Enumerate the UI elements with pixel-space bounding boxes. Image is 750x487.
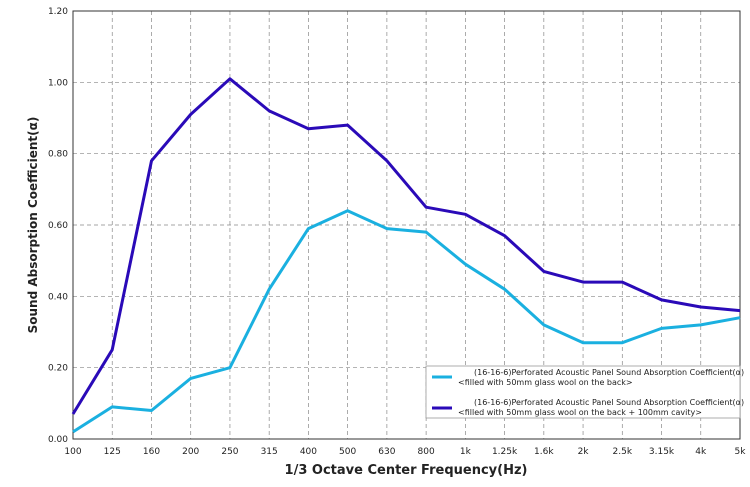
series-lines xyxy=(71,77,741,434)
x-tick-label: 200 xyxy=(182,447,199,457)
x-tick-label: 1k xyxy=(460,447,472,457)
series-line-1 xyxy=(71,77,741,415)
y-tick-label: 0.00 xyxy=(48,435,68,445)
legend-label-1-line2: <filled with 50mm glass wool on the back… xyxy=(458,408,702,417)
x-tick-label: 315 xyxy=(261,447,278,457)
legend-label-0-line2: <filled with 50mm glass wool on the back… xyxy=(458,378,633,387)
x-tick-label: 3.15k xyxy=(649,447,675,457)
y-tick-labels: 0.00 0.20 0.40 0.60 0.80 1.00 1.20 xyxy=(48,7,68,445)
x-tick-label: 125 xyxy=(104,447,121,457)
x-tick-labels: 100 125 160 200 250 315 400 500 630 800 1k 1.25k 1.6… xyxy=(64,447,746,457)
x-tick-label: 2.5k xyxy=(613,447,633,457)
x-tick-label: 250 xyxy=(221,447,238,457)
y-axis-title: Sound Absorption Coefficient(α) xyxy=(26,117,40,334)
legend-label-1-line1: (16-16-6)Perforated Acoustic Panel Sound… xyxy=(474,398,744,407)
y-tick-label: 1.20 xyxy=(48,7,68,17)
plot-frame xyxy=(72,10,741,440)
x-tick-label: 160 xyxy=(143,447,160,457)
x-tick-label: 1.6k xyxy=(534,447,554,457)
y-tick-label: 0.20 xyxy=(48,364,68,374)
x-tick-label: 400 xyxy=(300,447,317,457)
x-tick-label: 1.25k xyxy=(492,447,518,457)
x-tick-label: 630 xyxy=(378,447,395,457)
y-tick-label: 0.80 xyxy=(48,150,68,160)
x-tick-label: 4k xyxy=(695,447,707,457)
x-tick-label: 5k xyxy=(735,447,747,457)
legend-label-0-line1: (16-16-6)Perforated Acoustic Panel Sound… xyxy=(474,368,744,377)
y-tick-label: 1.00 xyxy=(48,78,68,88)
x-axis-title: 1/3 Octave Center Frequency(Hz) xyxy=(285,463,528,478)
y-tick-label: 0.40 xyxy=(48,292,68,302)
x-tick-label: 500 xyxy=(339,447,356,457)
y-tick-label: 0.60 xyxy=(48,221,68,231)
legend: (16-16-6)Perforated Acoustic Panel Sound… xyxy=(425,365,744,419)
x-tick-label: 2k xyxy=(578,447,590,457)
x-tick-label: 800 xyxy=(418,447,435,457)
series-line-0 xyxy=(72,209,741,434)
x-tick-label: 100 xyxy=(64,447,81,457)
legend-box xyxy=(425,365,741,419)
